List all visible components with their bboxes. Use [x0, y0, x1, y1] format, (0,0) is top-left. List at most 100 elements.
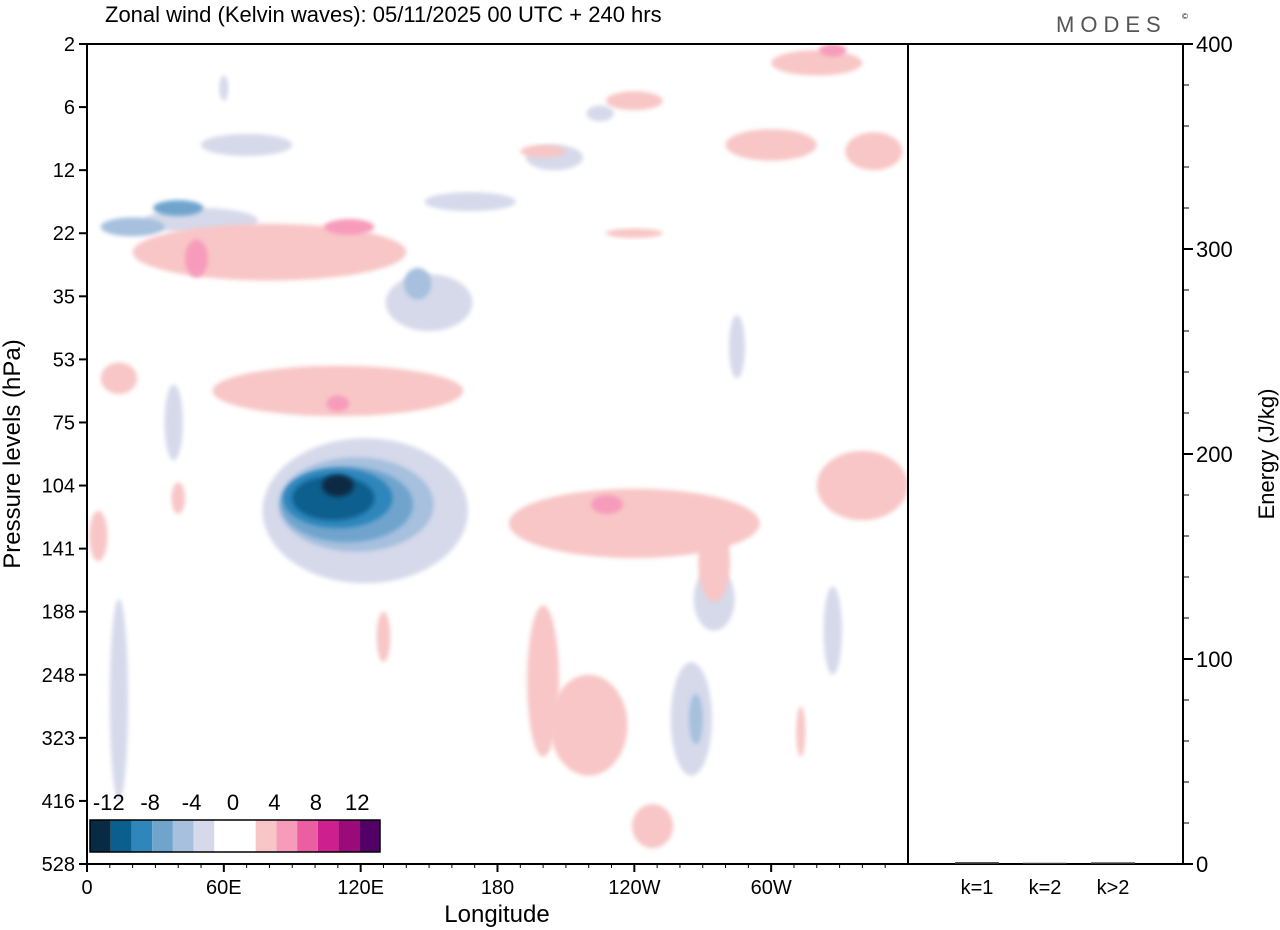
energy-category-label: k>2 [1097, 877, 1130, 899]
pressure-tick-label: 141 [42, 539, 75, 561]
anomaly-westerly-29 [185, 239, 208, 278]
anomaly-westerly-31 [520, 144, 566, 158]
anomaly-westerly-23 [771, 50, 863, 76]
anomaly-westerly-30 [324, 219, 375, 235]
anomaly-easterly-6 [403, 267, 432, 300]
pressure-tick-label: 528 [42, 854, 75, 876]
longitude-tick-label: 180 [481, 877, 514, 899]
colorbar-swatch [214, 820, 235, 852]
longitude-tick-label: 120W [608, 877, 660, 899]
colorbar-swatch [317, 820, 339, 852]
pressure-tick-label: 323 [42, 728, 75, 750]
anomaly-easterly-18 [321, 474, 354, 497]
energy-axis-label: Energy (J/kg) [1254, 389, 1279, 520]
anomaly-easterly-3 [153, 200, 204, 216]
anomaly-westerly-43 [549, 674, 628, 776]
longitude-axis: 0 60E 120E 180 120W 60W [81, 864, 886, 899]
energy-tick-label: 300 [1196, 237, 1233, 262]
pressure-tick-label: 22 [53, 223, 75, 245]
anomaly-westerly-41 [698, 520, 731, 603]
anomaly-westerly-24 [819, 44, 847, 57]
anomaly-easterly-7 [424, 192, 516, 212]
colorbar-label: 12 [345, 790, 369, 815]
energy-tick-label: 0 [1196, 852, 1208, 877]
colorbar-label: 8 [310, 790, 322, 815]
anomaly-westerly-44 [376, 611, 391, 663]
colorbar-swatch [193, 820, 215, 852]
anomaly-easterly-12 [164, 384, 183, 461]
energy-frame [907, 43, 1184, 865]
colorbar-swatch [255, 820, 277, 852]
anomaly-westerly-36 [171, 482, 186, 514]
longitude-tick-label: 60W [751, 877, 792, 899]
anomaly-westerly-34 [326, 395, 350, 412]
anomaly-westerly-39 [591, 495, 623, 514]
anomaly-easterly-10 [728, 315, 745, 379]
colorbar-swatch [338, 820, 360, 852]
energy-tick-label: 100 [1196, 647, 1233, 672]
anomaly-easterly-17 [292, 476, 375, 521]
colorbar-label: 4 [268, 790, 280, 815]
anomaly-easterly-22 [823, 586, 842, 675]
energy-tick-label: 200 [1196, 442, 1233, 467]
anomaly-easterly-0 [219, 75, 229, 101]
anomaly-easterly-9 [586, 105, 614, 122]
anomaly-easterly-21 [689, 693, 703, 745]
anomaly-easterly-4 [100, 217, 165, 237]
pressure-tick-label: 2 [64, 34, 75, 56]
pressure-tick-label: 416 [42, 791, 75, 813]
longitude-tick-label: 0 [81, 877, 92, 899]
colorbar-swatch [90, 820, 111, 852]
heatmap-frame [86, 43, 909, 865]
colorbar-swatch [172, 820, 194, 852]
anomaly-easterly-19 [109, 599, 129, 801]
colorbar-frame [89, 819, 381, 853]
pressure-tick-label: 248 [42, 665, 75, 687]
anomaly-westerly-33 [212, 365, 464, 417]
energy-tick-label: 400 [1196, 32, 1233, 57]
anomaly-westerly-27 [845, 132, 903, 171]
anomaly-westerly-38 [508, 488, 760, 559]
pressure-tick-label: 75 [53, 412, 75, 434]
colorbar: -12 -8 -4 0 4 8 12 [89, 790, 381, 853]
colorbar-label: 0 [227, 790, 239, 815]
anomaly-westerly-46 [796, 706, 806, 757]
colorbar-swatch [131, 820, 153, 852]
colorbar-label: -12 [93, 790, 125, 815]
anomaly-westerly-35 [100, 362, 138, 395]
modes-logo: MODES [1056, 12, 1167, 37]
pressure-tick-label: 35 [53, 286, 75, 308]
colorbar-swatch [110, 820, 132, 852]
colorbar-swatch [276, 820, 298, 852]
anomaly-westerly-40 [816, 450, 908, 521]
energy-category-label: k=1 [961, 877, 994, 899]
energy-panel: 0 100 200 300 400 k=1 k=2 k>2 [955, 32, 1233, 899]
anomaly-easterly-1 [201, 133, 293, 156]
energy-bar-k=1 [955, 862, 999, 864]
pressure-tick-label: 6 [64, 97, 75, 119]
colorbar-swatch [235, 820, 256, 852]
pressure-tick-label: 104 [42, 476, 75, 498]
pressure-tick-label: 53 [53, 349, 75, 371]
colorbar-swatch [152, 820, 173, 852]
y-axis-label: Pressure levels (hPa) [0, 339, 26, 568]
anomaly-westerly-25 [605, 91, 663, 111]
heatmap-field [89, 44, 908, 849]
colorbar-label: -8 [140, 790, 160, 815]
colorbar-label: -4 [182, 790, 202, 815]
pressure-tick-label: 12 [53, 160, 75, 182]
x-axis-label: Longitude [444, 901, 549, 928]
anomaly-westerly-45 [632, 804, 674, 849]
anomaly-westerly-32 [605, 228, 663, 238]
longitude-tick-label: 60E [206, 877, 242, 899]
pressure-tick-label: 188 [42, 602, 75, 624]
pressure-axis: 2 6 12 22 35 53 75 104 141 188 248 323 416 528 [42, 34, 87, 876]
colorbar-swatch [297, 820, 318, 852]
energy-bar-k>2 [1091, 862, 1135, 864]
energy-category-label: k=2 [1029, 877, 1062, 899]
anomaly-westerly-26 [725, 129, 817, 161]
anomaly-westerly-37 [89, 510, 108, 562]
energy-bar-k=2 [1023, 862, 1067, 864]
longitude-tick-label: 120E [337, 877, 384, 899]
